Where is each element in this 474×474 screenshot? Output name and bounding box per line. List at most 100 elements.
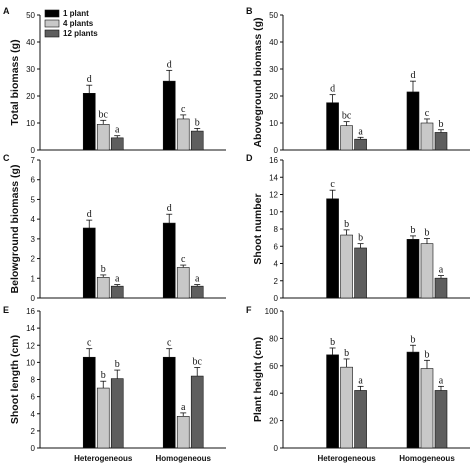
panel-label: E [3, 305, 9, 315]
bar [176, 416, 190, 449]
y-tick-label: 6 [31, 176, 36, 185]
significance-letter: c [181, 254, 186, 265]
bar [162, 356, 176, 449]
x-category-label: Homogeneous [155, 454, 211, 463]
y-tick-label: 12 [269, 191, 278, 200]
significance-letter: bc [342, 111, 352, 122]
y-axis-label: Belowground biomass (g) [9, 165, 21, 294]
bar [326, 198, 339, 299]
chart-panel-a: A 0 10 20 30 40 50 Total biomass (g) d bca d cb [3, 6, 226, 155]
legend-label: 4 plants [63, 19, 94, 28]
bar [354, 390, 367, 449]
y-tick-label: 50 [26, 11, 35, 20]
y-tick-label: 6 [274, 242, 279, 251]
bar [406, 91, 420, 151]
y-tick-label: 14 [269, 173, 278, 182]
significance-letter: b [101, 264, 106, 275]
bar [340, 366, 353, 449]
y-tick-label: 30 [269, 65, 278, 74]
y-tick-label: 30 [26, 65, 35, 74]
panel-label: B [246, 6, 253, 16]
bar [96, 387, 110, 449]
bar [354, 138, 367, 151]
legend-label: 12 plants [63, 29, 98, 38]
legend-label: 1 plant [63, 9, 89, 18]
y-tick-label: 100 [265, 307, 279, 316]
significance-letter: b [410, 225, 415, 236]
bar [162, 222, 176, 299]
bar [326, 354, 339, 449]
bar [190, 375, 204, 449]
y-tick-label: 4 [31, 215, 36, 224]
y-tick-label: 0 [274, 146, 279, 155]
y-tick-label: 6 [31, 393, 36, 402]
y-tick-label: 10 [26, 119, 35, 128]
significance-letter: a [115, 125, 120, 136]
significance-letter: a [195, 274, 200, 285]
bar [190, 130, 204, 151]
significance-letter: b [330, 337, 335, 348]
bar [340, 234, 353, 299]
y-axis-label: Aboveground biomass (g) [252, 17, 264, 147]
y-tick-label: 1 [31, 274, 36, 283]
legend-swatch [44, 9, 60, 18]
significance-letter: d [87, 209, 92, 220]
panel-label: D [246, 153, 253, 163]
y-tick-label: 8 [274, 225, 279, 234]
y-tick-label: 40 [269, 38, 278, 47]
significance-letter: b [424, 227, 429, 238]
y-tick-label: 14 [26, 324, 35, 333]
bar [354, 247, 367, 299]
significance-letter: a [439, 375, 444, 386]
significance-letter: c [181, 104, 186, 115]
y-tick-label: 0 [31, 294, 36, 303]
bar [406, 351, 420, 449]
bar [434, 390, 448, 449]
y-tick-label: 0 [31, 146, 36, 155]
y-tick-label: 20 [26, 92, 35, 101]
bar [176, 118, 190, 151]
legend-swatch [44, 19, 60, 28]
significance-letter: b [410, 334, 415, 345]
significance-letter: b [101, 370, 106, 381]
bar [82, 356, 96, 449]
y-tick-label: 20 [269, 417, 278, 426]
y-tick-label: 40 [269, 389, 278, 398]
y-tick-label: 2 [31, 427, 36, 436]
significance-letter: c [330, 179, 335, 190]
y-axis-label: Plant height (cm) [252, 337, 264, 422]
bar [110, 137, 124, 151]
y-tick-label: 10 [269, 208, 278, 217]
bar [96, 124, 110, 151]
bar [162, 80, 176, 151]
bar [420, 243, 434, 299]
x-category-label: Heterogeneous [317, 454, 376, 463]
significance-letter: a [181, 402, 186, 413]
significance-letter: bc [192, 357, 202, 368]
bar [326, 102, 339, 151]
y-tick-label: 2 [31, 255, 36, 264]
y-tick-label: 16 [269, 156, 278, 165]
significance-letter: d [410, 70, 415, 81]
significance-letter: d [167, 203, 172, 214]
bar [82, 93, 96, 151]
y-axis-label: Shoot number [252, 193, 264, 264]
significance-letter: d [87, 74, 92, 85]
significance-letter: d [167, 59, 172, 70]
x-category-label: Homogeneous [399, 454, 455, 463]
significance-letter: b [358, 233, 363, 244]
bar [420, 122, 434, 151]
y-tick-label: 7 [31, 156, 36, 165]
significance-letter: bc [99, 109, 109, 120]
bar [340, 125, 353, 151]
y-tick-label: 8 [31, 376, 36, 385]
x-category-label: Heterogeneous [74, 454, 133, 463]
y-tick-label: 60 [269, 362, 278, 371]
significance-letter: c [87, 338, 92, 349]
y-tick-label: 10 [269, 119, 278, 128]
significance-letter: c [167, 338, 172, 349]
y-tick-label: 16 [26, 307, 35, 316]
